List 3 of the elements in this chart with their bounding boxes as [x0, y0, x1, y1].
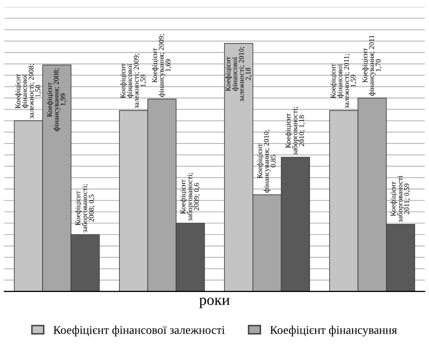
legend-label: Коефіцієнт фінансування — [270, 326, 397, 336]
x-axis-title: роки — [199, 298, 230, 308]
legend-label: Коефіцієнт фінансової залежності — [54, 326, 225, 336]
